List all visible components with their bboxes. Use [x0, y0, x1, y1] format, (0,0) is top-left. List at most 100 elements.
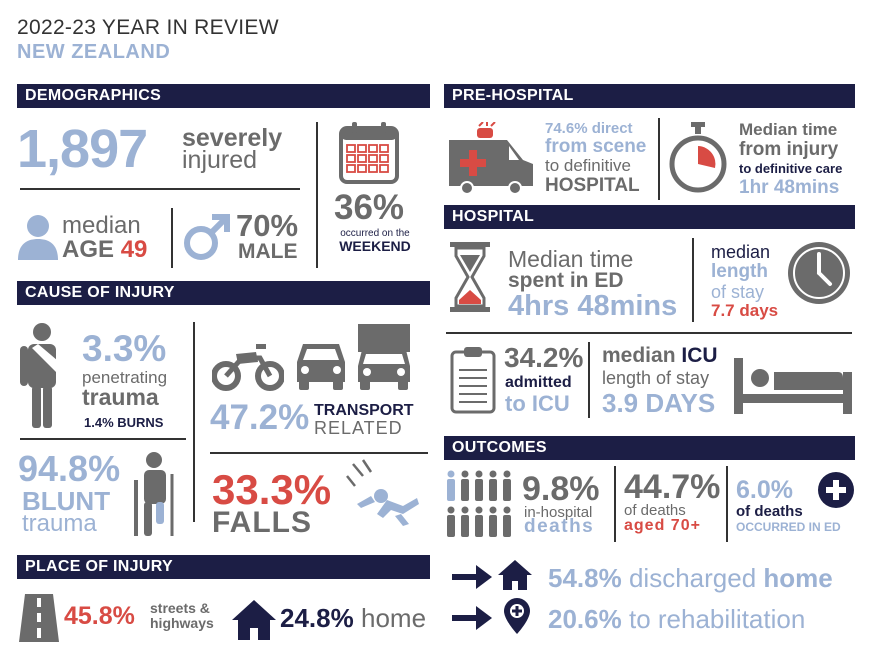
icu-label-2: to ICU — [505, 391, 570, 416]
person-figure — [475, 470, 483, 501]
person-figure — [489, 506, 497, 537]
weekend-label-2: WEEKEND — [339, 238, 411, 254]
divider — [726, 466, 728, 542]
person-figure — [461, 506, 469, 537]
person-figure — [489, 470, 497, 501]
stopwatch-icon — [667, 122, 729, 194]
los-label-3: of stay — [711, 282, 765, 302]
section-header-hospital: HOSPITAL — [444, 205, 855, 229]
house-icon — [232, 600, 276, 640]
penetrating-label-2: trauma — [82, 384, 159, 410]
arrow-right-icon — [452, 565, 492, 589]
clipboard-icon — [450, 346, 496, 414]
road-icon — [19, 594, 59, 642]
inhospital-pct: 9.8% — [522, 470, 600, 508]
person-figure — [447, 470, 455, 501]
direct-label-2: to definitive — [545, 156, 631, 175]
burns-label: 1.4% BURNS — [84, 415, 164, 430]
person-figure — [461, 470, 469, 501]
divider — [193, 322, 195, 522]
section-header-outcomes: OUTCOMES — [444, 436, 855, 460]
icu-median-label-2: length of stay — [602, 368, 710, 388]
ed-death-pct: 6.0% — [736, 476, 793, 504]
aged-pct: 44.7% — [624, 468, 721, 506]
section-header-demographics: DEMOGRAPHICS — [17, 84, 430, 108]
house-icon — [498, 560, 532, 590]
los-value: 7.7 days — [711, 301, 779, 320]
transport-pct: 47.2% — [210, 398, 310, 437]
median-time-label-3: to definitive care — [739, 161, 843, 176]
male-symbol-icon — [182, 212, 232, 262]
age-label-1: median — [62, 212, 141, 239]
streets-label-1: streets & — [150, 600, 210, 616]
divider — [171, 208, 173, 268]
person-figure — [503, 470, 511, 501]
weekend-label-1: occurred on the — [340, 228, 410, 239]
streets-pct: 45.8% — [64, 602, 135, 630]
age-value: 49 — [120, 236, 148, 263]
icu-label-1: admitted — [505, 374, 572, 391]
icu-pct: 34.2% — [504, 342, 584, 373]
blunt-label-1: BLUNT — [22, 486, 111, 516]
age-label-2: AGE 49 — [62, 236, 147, 264]
aged-label-1: of deaths — [624, 502, 686, 519]
ed-death-label-2: OCCURRED IN ED — [736, 520, 841, 534]
person-figure — [447, 506, 455, 537]
penetrating-label-1: penetrating — [82, 368, 168, 387]
person-figure — [503, 506, 511, 537]
inhospital-label-1: in-hospital — [524, 504, 593, 521]
section-header-cause: CAUSE OF INJURY — [17, 281, 430, 305]
penetrating-pct: 3.3% — [82, 328, 167, 369]
injured-count: 1,897 — [17, 119, 148, 179]
ambulance-icon — [447, 122, 535, 194]
location-pin-icon — [504, 598, 530, 634]
falls-pct: 33.3% — [212, 466, 332, 513]
falls-label: FALLS — [212, 506, 312, 539]
icu-word: ICU — [681, 344, 718, 367]
people-grid-icon — [444, 470, 518, 538]
person-figure — [475, 506, 483, 537]
age-label: AGE — [62, 236, 115, 263]
rehab-pct: 20.6% — [548, 604, 622, 634]
page-title: 2022-23 YEAR IN REVIEW — [17, 16, 279, 39]
injured-person-icon — [18, 322, 68, 430]
rehab-label: 20.6% to rehabilitation — [548, 604, 805, 635]
home-pct: 24.8% — [280, 603, 354, 633]
divider — [658, 118, 660, 200]
divider — [210, 452, 428, 454]
blunt-label-2: trauma — [22, 510, 97, 537]
divider — [692, 238, 694, 322]
divider — [446, 332, 852, 334]
calendar-icon — [338, 120, 400, 184]
arrow-right-icon — [452, 606, 492, 630]
median-time-value: 1hr 48mins — [739, 177, 840, 198]
section-header-place: PLACE OF INJURY — [17, 555, 430, 579]
falling-person-icon — [345, 458, 421, 528]
discharged-label-1: discharged — [628, 563, 757, 593]
male-pct: 70% — [236, 208, 299, 243]
discharged-pct: 54.8% — [548, 563, 622, 593]
crutch-person-icon — [132, 452, 180, 536]
median-time-label-1: Median time — [739, 120, 838, 139]
inhospital-label-2: deaths — [524, 516, 595, 537]
blunt-pct: 94.8% — [18, 448, 121, 489]
motorcycle-icon — [212, 340, 284, 392]
direct-label-3: HOSPITAL — [545, 175, 640, 196]
icu-value: 3.9 DAYS — [602, 388, 716, 418]
discharged-label: 54.8% discharged home — [548, 563, 833, 594]
weekend-pct: 36% — [334, 188, 405, 227]
ed-death-label-1: of deaths — [736, 503, 803, 520]
section-header-prehospital: PRE-HOSPITAL — [444, 84, 855, 108]
truck-icon — [356, 322, 412, 392]
rehab-text: to rehabilitation — [628, 604, 806, 634]
divider — [316, 122, 318, 268]
aged-label-2: aged 70+ — [624, 517, 701, 534]
hospital-bed-icon — [734, 358, 852, 414]
ed-time-label-2: spent in ED — [508, 269, 624, 292]
clock-icon — [786, 240, 852, 306]
injured-label-1: severely — [182, 124, 283, 152]
divider — [20, 438, 186, 440]
divider — [588, 342, 590, 418]
streets-label-2: highways — [150, 615, 214, 631]
page-subtitle: NEW ZEALAND — [17, 41, 171, 63]
